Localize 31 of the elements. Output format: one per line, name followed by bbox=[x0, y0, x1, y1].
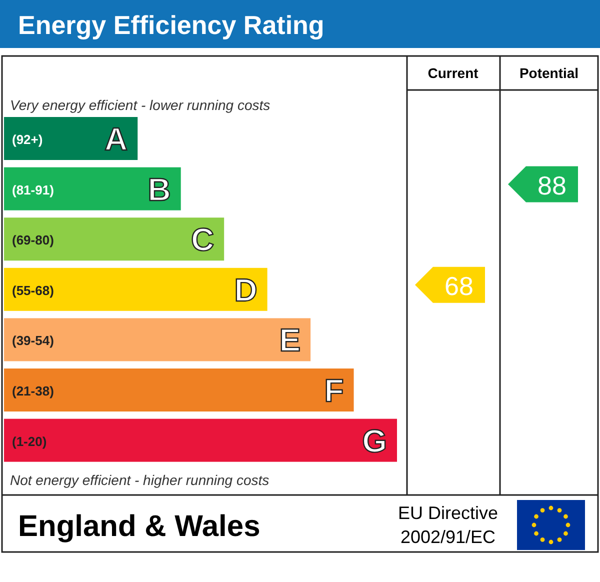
y-tick-label: B bbox=[148, 171, 171, 208]
annotation: (39-54) bbox=[12, 333, 54, 348]
bar bbox=[4, 167, 181, 210]
annotation: (81-91) bbox=[12, 182, 54, 198]
y-tick-label: A bbox=[104, 121, 128, 157]
bar bbox=[4, 418, 397, 462]
bar bbox=[4, 318, 311, 362]
bar bbox=[4, 117, 138, 160]
y-tick-label: F bbox=[324, 372, 344, 408]
chart-title: Energy Efficiency Rating bbox=[18, 10, 324, 40]
text: EU Directive bbox=[398, 503, 498, 523]
annotation: (55-68) bbox=[12, 282, 54, 298]
text: 2002/91/EC bbox=[400, 527, 496, 547]
y-tick-label: G bbox=[362, 422, 387, 459]
text: Very energy efficient - lower running costs bbox=[10, 97, 270, 113]
bar bbox=[4, 268, 268, 311]
text: Current bbox=[428, 65, 479, 81]
text: 68 bbox=[444, 270, 474, 301]
text: Potential bbox=[519, 65, 579, 81]
text: England & Wales bbox=[18, 510, 260, 543]
bar bbox=[4, 368, 354, 412]
y-tick-label: D bbox=[234, 272, 258, 308]
text: Not energy efficient - higher running costs bbox=[10, 472, 270, 488]
text: 88 bbox=[538, 170, 566, 200]
annotation: (1-20) bbox=[12, 434, 47, 449]
annotation: (69-80) bbox=[12, 232, 54, 248]
y-tick-label: C bbox=[190, 222, 214, 258]
bar bbox=[4, 218, 224, 261]
y-tick-label: E bbox=[279, 322, 301, 358]
annotation: (92+) bbox=[12, 132, 43, 147]
annotation: (21-38) bbox=[12, 384, 54, 398]
